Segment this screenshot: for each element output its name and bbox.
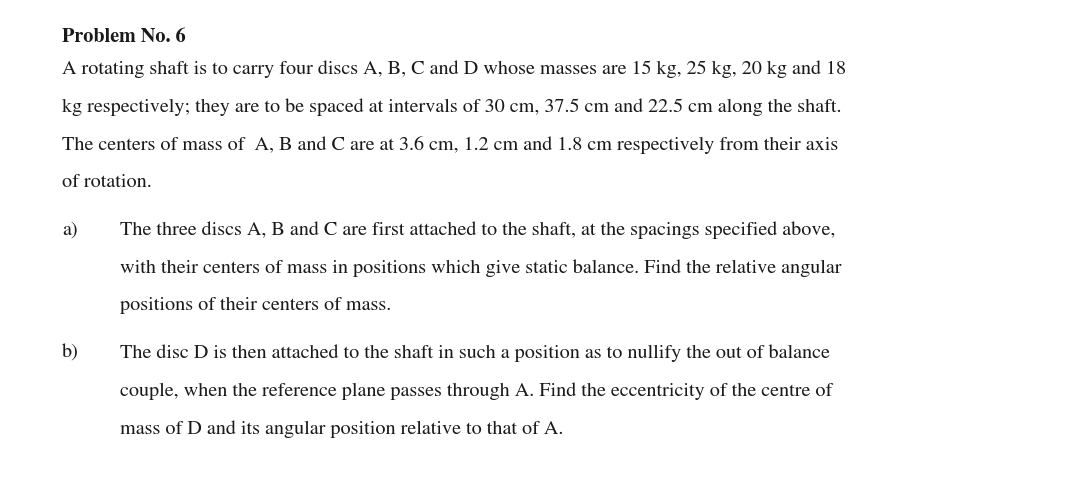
Text: with their centers of mass in positions which give static balance. Find the rela: with their centers of mass in positions … xyxy=(120,259,841,277)
Text: of rotation.: of rotation. xyxy=(62,174,152,191)
Text: a): a) xyxy=(62,221,78,239)
Text: couple, when the reference plane passes through A. Find the eccentricity of the : couple, when the reference plane passes … xyxy=(120,383,833,400)
Text: kg respectively; they are to be spaced at intervals of 30 cm, 37.5 cm and 22.5 c: kg respectively; they are to be spaced a… xyxy=(62,99,841,116)
Text: The three discs A, B and C are first attached to the shaft, at the spacings spec: The three discs A, B and C are first att… xyxy=(120,221,835,239)
Text: positions of their centers of mass.: positions of their centers of mass. xyxy=(120,298,391,314)
Text: A rotating shaft is to carry four discs A, B, C and D whose masses are 15 kg, 25: A rotating shaft is to carry four discs … xyxy=(62,60,846,78)
Text: mass of D and its angular position relative to that of A.: mass of D and its angular position relat… xyxy=(120,420,564,438)
Text: b): b) xyxy=(62,344,79,361)
Text: The disc D is then attached to the shaft in such a position as to nullify the ou: The disc D is then attached to the shaft… xyxy=(120,344,829,362)
Text: Problem No. 6: Problem No. 6 xyxy=(62,28,186,46)
Text: The centers of mass of  A, B and C are at 3.6 cm, 1.2 cm and 1.8 cm respectively: The centers of mass of A, B and C are at… xyxy=(62,136,838,154)
